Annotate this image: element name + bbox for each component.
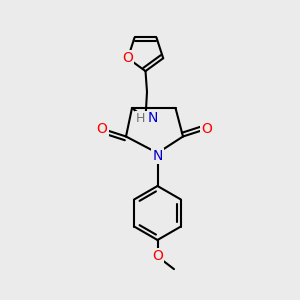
Text: N: N (148, 112, 158, 125)
Text: O: O (122, 51, 133, 65)
Text: O: O (97, 122, 107, 136)
Text: O: O (152, 250, 163, 263)
Text: O: O (202, 122, 212, 136)
Text: N: N (152, 149, 163, 163)
Text: H: H (136, 112, 146, 125)
